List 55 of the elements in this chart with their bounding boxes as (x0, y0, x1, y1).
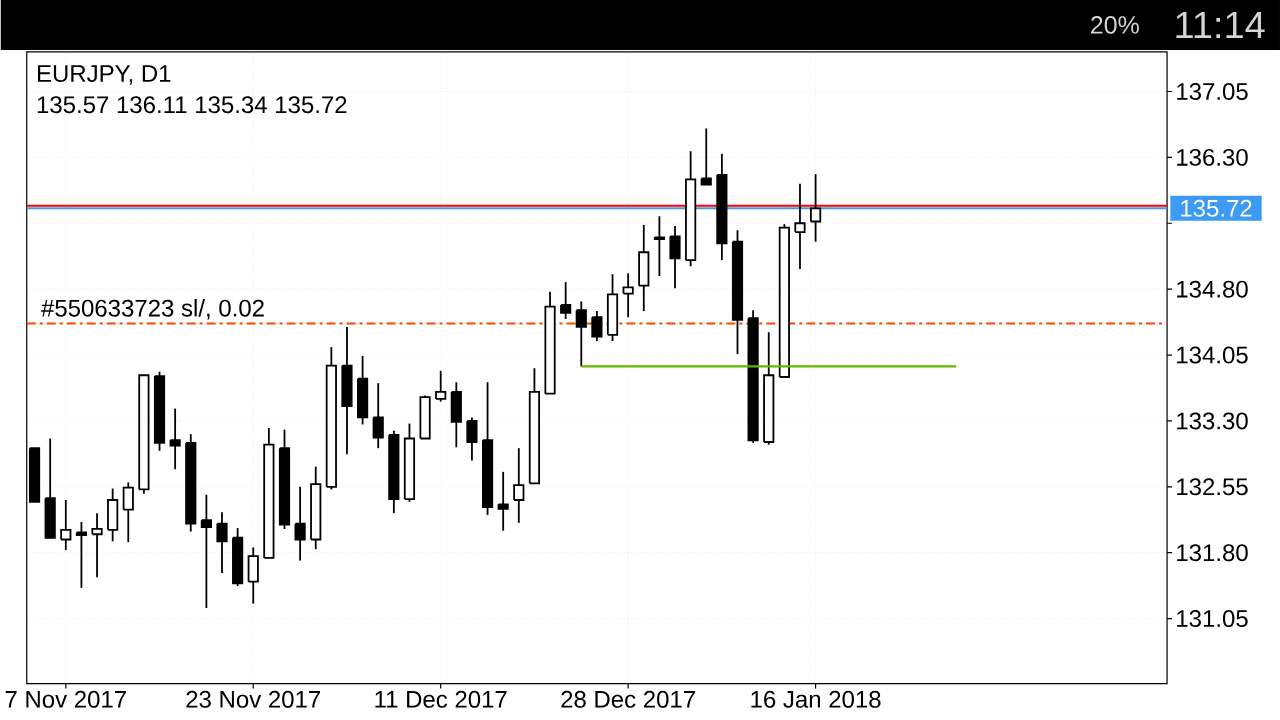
text: 20% (1091, 16, 1139, 35)
x-tick-label: 7 Nov 2017 (5, 691, 126, 709)
candlestick (544, 291, 556, 395)
candlestick (341, 326, 353, 456)
candlestick (294, 486, 306, 562)
candlestick (247, 546, 259, 605)
candlestick (622, 272, 634, 319)
chart-title: EURJPY, D1 (37, 65, 171, 86)
candlestick (575, 300, 587, 368)
y-tick-label: 134.80 (1177, 280, 1248, 298)
candlestick (91, 512, 103, 579)
candlestick (107, 487, 119, 543)
candlestick (638, 224, 650, 313)
candlestick (216, 511, 228, 575)
candlestick (138, 374, 150, 495)
candlestick (778, 223, 790, 379)
candlestick (685, 150, 697, 268)
candlestick (716, 153, 728, 262)
candlestick (44, 437, 56, 539)
x-tick-label: 28 Dec 2017 (561, 691, 695, 709)
candlestick (591, 310, 603, 343)
y-tick-label: 131.80 (1177, 544, 1248, 562)
candlestick (372, 382, 384, 450)
y-tick-label: 137.05 (1177, 83, 1248, 101)
text: 11:14 (1176, 12, 1265, 39)
x-tick-label: 11 Dec 2017 (375, 691, 507, 709)
candlestick (310, 465, 322, 551)
candlestick (450, 381, 462, 449)
candlestick (122, 481, 134, 544)
candlestick (560, 281, 572, 321)
candlestick (169, 407, 181, 471)
y-tick-label: 136.30 (1177, 149, 1248, 167)
candlestick (794, 183, 806, 271)
candlestick (653, 215, 665, 278)
candlestick (263, 427, 275, 560)
candlestick (810, 173, 822, 243)
candlestick (513, 447, 525, 524)
candlestick (185, 433, 197, 533)
y-tick-label: 134.05 (1177, 346, 1248, 364)
y-tick-label: 131.05 (1177, 610, 1248, 628)
candlestick (200, 494, 212, 610)
y-tick-label: 133.30 (1177, 412, 1248, 430)
text: 135.57 136.11 135.34 135.72 (37, 96, 347, 114)
candlestick (700, 127, 712, 186)
x-tick-label: 23 Nov 2017 (186, 691, 321, 709)
x-tick-label: 16 Jan 2018 (751, 691, 881, 709)
ref-line-label: #550633723 sl/, 0.02 (41, 299, 264, 320)
candlestick (528, 367, 541, 485)
candlestick (60, 499, 72, 552)
y-tick-label: 132.55 (1177, 478, 1248, 496)
candlestick (497, 471, 509, 532)
ref-line-label: 135.72 (1181, 200, 1252, 218)
candlestick (28, 447, 41, 503)
candlestick (669, 225, 681, 290)
candlestick (466, 416, 478, 462)
